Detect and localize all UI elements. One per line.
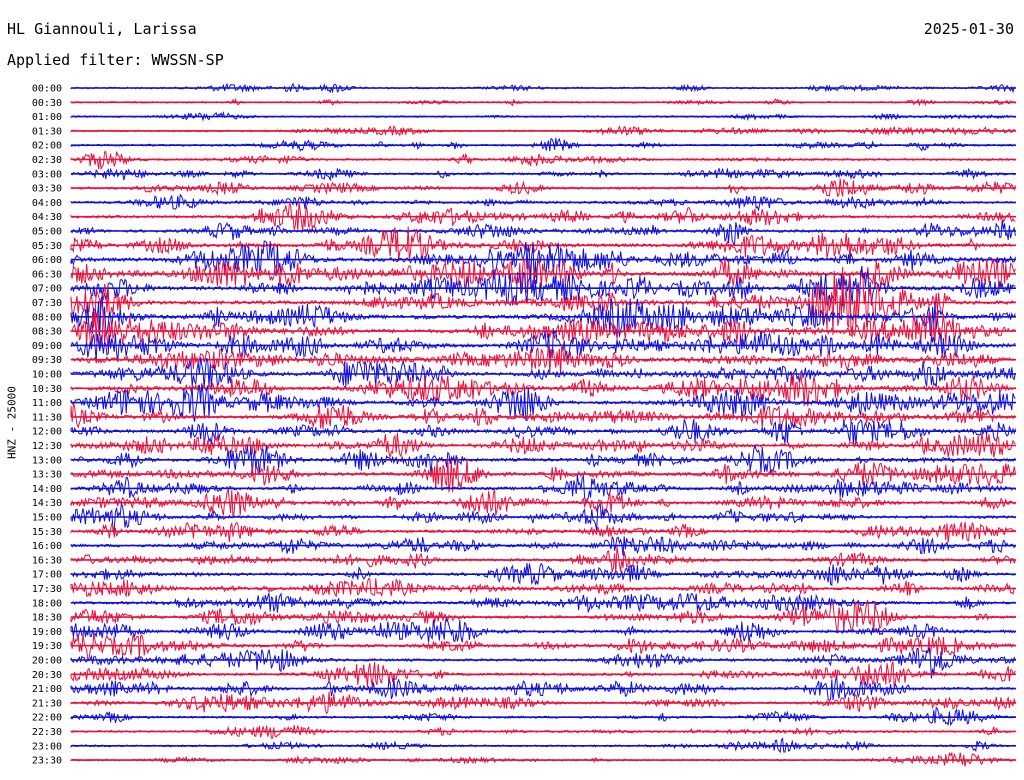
row-label: 02:30: [32, 155, 62, 166]
row-label: 23:30: [32, 756, 62, 767]
row-label: 00:30: [32, 98, 62, 109]
row-label: 01:00: [32, 112, 62, 123]
row-label: 06:30: [32, 269, 62, 280]
row-label: 17:30: [32, 584, 62, 595]
row-label: 17:00: [32, 570, 62, 581]
row-label: 16:00: [32, 541, 62, 552]
row-label: 06:00: [32, 255, 62, 266]
row-label: 12:30: [32, 441, 62, 452]
trace-row: [70, 691, 1016, 715]
row-label: 00:00: [32, 84, 62, 95]
row-label: 13:00: [32, 455, 62, 466]
row-label: 21:30: [32, 698, 62, 709]
trace-row: [70, 296, 1016, 337]
trace-row: [70, 706, 1016, 727]
trace-row: [70, 266, 1016, 307]
row-label: 11:00: [32, 398, 62, 409]
row-label: 05:00: [32, 227, 62, 238]
row-label: 21:00: [32, 684, 62, 695]
trace-row: [70, 577, 1016, 598]
trace-row: [70, 633, 1016, 661]
trace-row: [70, 592, 1016, 614]
row-label: 08:30: [32, 327, 62, 338]
date-label: 2025-01-30: [923, 20, 1014, 38]
station-title: HL Giannouli, Larissa: [7, 20, 197, 38]
row-label: 02:00: [32, 141, 62, 152]
row-label: 04:00: [32, 198, 62, 209]
row-label: 18:30: [32, 613, 62, 624]
row-label: 10:00: [32, 370, 62, 381]
row-label: 10:30: [32, 384, 62, 395]
row-label: 07:30: [32, 298, 62, 309]
row-label: 20:00: [32, 656, 62, 667]
trace-row: [70, 220, 1016, 246]
row-label: 12:00: [32, 427, 62, 438]
row-label: 20:30: [32, 670, 62, 681]
row-label: 15:00: [32, 513, 62, 524]
row-label: 19:30: [32, 641, 62, 652]
row-label: 22:00: [32, 713, 62, 724]
trace-row: [70, 373, 1016, 407]
row-label: 05:30: [32, 241, 62, 252]
row-label: 14:00: [32, 484, 62, 495]
row-label: 09:00: [32, 341, 62, 352]
row-label: 18:00: [32, 598, 62, 609]
row-label: 22:30: [32, 727, 62, 738]
row-label: 15:30: [32, 527, 62, 538]
trace-row: [70, 489, 1016, 518]
trace-row: [70, 308, 1016, 351]
row-label: 14:30: [32, 498, 62, 509]
row-label: 11:30: [32, 412, 62, 423]
row-label: 13:30: [32, 470, 62, 481]
row-label: 03:00: [32, 169, 62, 180]
trace-row: [70, 151, 1016, 171]
trace-row: [70, 676, 1016, 701]
row-label: 01:30: [32, 126, 62, 137]
filter-label: Applied filter: WWSSN-SP: [7, 51, 224, 69]
row-label: 09:30: [32, 355, 62, 366]
trace-row: [70, 357, 1016, 388]
row-label: 19:00: [32, 627, 62, 638]
row-label: 08:00: [32, 312, 62, 323]
trace-row: [70, 616, 1016, 643]
row-label: 16:30: [32, 555, 62, 566]
row-label: 04:30: [32, 212, 62, 223]
row-label: 23:00: [32, 741, 62, 752]
row-label: 03:30: [32, 184, 62, 195]
trace-row: [70, 258, 1016, 294]
row-label: 07:00: [32, 284, 62, 295]
trace-row: [70, 329, 1016, 361]
